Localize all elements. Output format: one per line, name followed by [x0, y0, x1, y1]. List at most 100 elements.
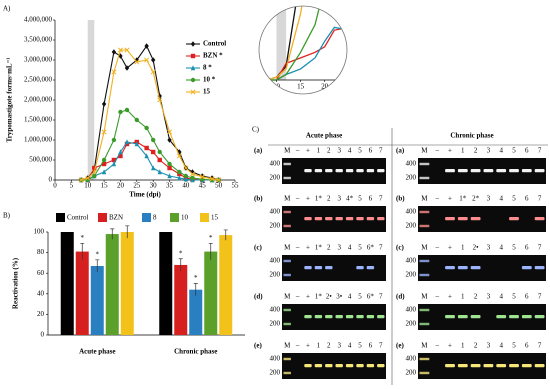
x-tick-label: 55 [232, 182, 240, 190]
gel-band [366, 364, 375, 368]
lane-label: 4 [499, 293, 503, 301]
y-tick-label: 20 [37, 310, 45, 318]
gel-band [325, 266, 333, 270]
legend-label: BZN [109, 214, 123, 222]
point [176, 153, 182, 159]
gel-band [356, 217, 364, 221]
series-line [266, 6, 347, 81]
gel-band [470, 364, 481, 368]
lane-label: 4* [346, 195, 354, 203]
lane-label: 2• [473, 244, 480, 252]
bar [204, 251, 218, 335]
point [144, 145, 149, 151]
point [183, 173, 189, 179]
gel-band [496, 315, 507, 319]
lane-label: + [448, 244, 452, 252]
gel-band [377, 169, 385, 173]
lane-label: 1 [461, 342, 465, 350]
point [91, 169, 97, 175]
y-tick-label: 0 [49, 176, 53, 184]
inset: 10 15 20 [259, 6, 347, 94]
gel-band [445, 364, 455, 368]
gel-panel-title: Acute phase [306, 132, 342, 140]
gel-band [283, 357, 291, 361]
gel-band [283, 322, 291, 326]
gel-band [509, 217, 519, 221]
lane-label: 7 [538, 293, 542, 301]
legend-label: 15 [211, 214, 219, 222]
lane-label: M [421, 195, 428, 203]
size-label: 400 [270, 160, 281, 168]
error-bar [80, 242, 85, 260]
gel-band [534, 217, 545, 221]
lane-label: 4 [348, 293, 352, 301]
y-tick-label: 100 [34, 228, 45, 236]
lane-label: + [306, 147, 310, 155]
series-line [266, 26, 347, 81]
lane-label: M [421, 147, 428, 155]
bar [219, 235, 233, 335]
legend-label: Control [203, 40, 226, 48]
size-label: 400 [270, 306, 281, 314]
lane-label: 4 [348, 147, 352, 155]
lane-label: 2 [327, 342, 331, 350]
point [111, 69, 117, 75]
lane-label: M [421, 244, 428, 252]
panel-label: A) [3, 5, 11, 13]
gel-band [445, 315, 455, 319]
lane-label: + [306, 244, 310, 252]
legend-marker [190, 89, 196, 95]
gel-band [457, 217, 468, 221]
gel-band [283, 162, 291, 166]
lane-label: 7 [538, 195, 542, 203]
gel-band [314, 364, 323, 368]
lane-label: 3• [336, 293, 343, 301]
lane-label: 3 [487, 342, 491, 350]
legend-label: 15 [203, 88, 211, 96]
lane-label: – [295, 195, 300, 203]
lane-label: – [295, 342, 300, 350]
gel-band [345, 217, 354, 221]
legend-swatch [200, 213, 209, 222]
size-label: 200 [270, 271, 281, 279]
lane-label: 6 [525, 147, 529, 155]
point [118, 153, 123, 159]
gel-band [283, 371, 291, 375]
inset-border [258, 5, 348, 95]
point [150, 149, 156, 155]
point [177, 169, 182, 175]
gel-band [483, 169, 494, 173]
lane-label: 4 [348, 342, 352, 350]
point [117, 47, 124, 53]
gel-band [335, 364, 343, 368]
gel-band [356, 315, 364, 319]
lane-label: 1 [461, 244, 465, 252]
gel-band [457, 364, 468, 368]
lane-label: – [295, 293, 300, 301]
point [101, 101, 107, 107]
lane-label: 3 [487, 147, 491, 155]
point [101, 161, 107, 167]
row-label: (b) [254, 195, 263, 203]
size-label: 400 [406, 306, 417, 314]
lane-label: 6* [367, 293, 375, 301]
lane-label: 2 [474, 342, 478, 350]
gel-band [470, 315, 481, 319]
x-tick-label: Chronic phase [174, 348, 217, 356]
gel-band [304, 364, 312, 368]
lane-label: 3 [337, 244, 341, 252]
lane-label: 7 [538, 244, 542, 252]
point [167, 161, 172, 167]
gel-band [445, 169, 455, 173]
gel-band [521, 266, 532, 270]
size-label: 200 [270, 174, 281, 182]
error-bar [208, 242, 213, 260]
point [157, 169, 162, 175]
error-bar [110, 228, 115, 240]
gel-band [509, 364, 519, 368]
lane-label: 1 [461, 147, 465, 155]
gel-band [470, 266, 481, 270]
gel-band [445, 217, 455, 221]
x-axis-label: Time (dpi) [129, 191, 161, 199]
